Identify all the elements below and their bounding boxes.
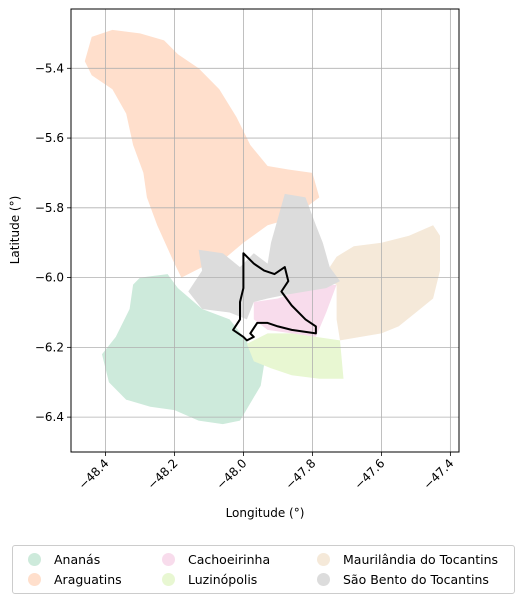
y-tick-label: −5.4 bbox=[35, 61, 64, 75]
regions-layer bbox=[84, 29, 440, 425]
y-ticks: −5.4 −5.6 −5.8 −6.0 −6.2 −6.4 bbox=[35, 61, 71, 424]
y-tick-label: −6.2 bbox=[35, 340, 64, 354]
legend: Ananás Araguatins Cachoeirinha Luzinópol… bbox=[12, 545, 515, 594]
region-ananas bbox=[102, 274, 265, 425]
legend-label-luzinopolis: Luzinópolis bbox=[188, 572, 258, 587]
legend-label-maurilandia: Maurilândia do Tocantins bbox=[343, 552, 499, 567]
y-axis-title: Latitude (°) bbox=[8, 196, 22, 265]
region-luzinopolis bbox=[246, 333, 344, 379]
x-tick-label: −47.6 bbox=[352, 456, 388, 492]
axes-frame bbox=[70, 8, 460, 453]
x-tick-label: −47.4 bbox=[421, 456, 457, 492]
region-araguatins bbox=[84, 29, 320, 278]
highlight-outline bbox=[232, 252, 317, 342]
grid-lines bbox=[71, 9, 459, 452]
x-axis-title: Longitude (°) bbox=[226, 506, 305, 520]
legend-label-cachoeirinha: Cachoeirinha bbox=[188, 552, 271, 567]
legend-item-luzinopolis: Luzinópolis bbox=[162, 572, 257, 587]
x-tick-label: −47.8 bbox=[283, 456, 319, 492]
legend-label-araguatins: Araguatins bbox=[54, 572, 122, 587]
region-cachoeirinha bbox=[253, 284, 337, 337]
y-tick-label: −5.8 bbox=[35, 201, 64, 215]
x-ticks: −48.4 −48.2 −48.0 −47.8 −47.6 −47.4 bbox=[76, 452, 457, 492]
legend-swatch-sao-bento bbox=[317, 573, 330, 586]
legend-swatch-ananas bbox=[28, 553, 41, 566]
legend-swatch-luzinopolis bbox=[162, 573, 175, 586]
x-tick-label: −48.2 bbox=[145, 456, 181, 492]
legend-item-araguatins: Araguatins bbox=[28, 572, 122, 587]
region-sao-bento-do-tocantins bbox=[188, 193, 340, 320]
legend-swatch-cachoeirinha bbox=[162, 553, 175, 566]
legend-item-ananas: Ananás bbox=[28, 552, 100, 567]
y-tick-label: −5.6 bbox=[35, 131, 64, 145]
legend-item-sao-bento: São Bento do Tocantins bbox=[317, 572, 489, 587]
legend-label-ananas: Ananás bbox=[54, 552, 101, 567]
x-tick-label: −48.4 bbox=[76, 456, 112, 492]
legend-label-sao-bento: São Bento do Tocantins bbox=[343, 572, 489, 587]
highlight-outline-layer bbox=[232, 252, 317, 342]
legend-swatch-maurilandia bbox=[317, 553, 330, 566]
legend-item-maurilandia: Maurilândia do Tocantins bbox=[317, 552, 498, 567]
y-tick-label: −6.4 bbox=[35, 410, 64, 424]
x-tick-label: −48.0 bbox=[214, 456, 250, 492]
y-tick-label: −6.0 bbox=[35, 271, 64, 285]
legend-swatch-araguatins bbox=[28, 573, 41, 586]
legend-item-cachoeirinha: Cachoeirinha bbox=[162, 552, 270, 567]
